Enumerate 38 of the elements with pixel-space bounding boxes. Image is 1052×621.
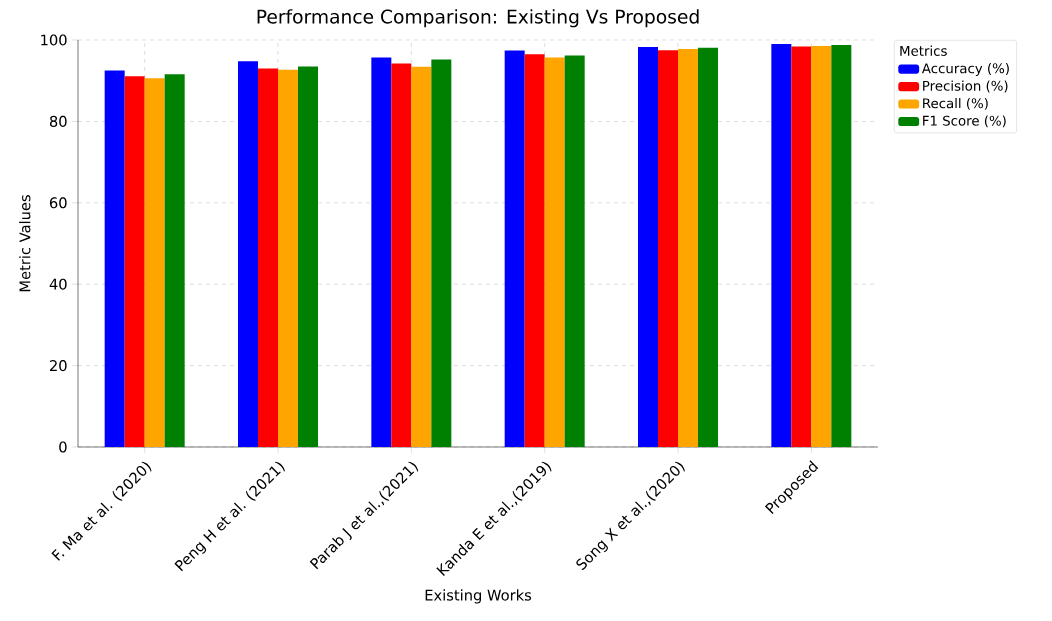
bar: [164, 74, 185, 447]
bar: [144, 78, 165, 447]
bar: [411, 66, 432, 447]
bar: [391, 63, 412, 447]
y-tick-label: 100: [41, 34, 67, 46]
bar: [564, 55, 585, 447]
bar: [831, 44, 852, 447]
bar: [678, 48, 699, 447]
y-tick-label: 40: [49, 278, 67, 290]
y-tick-label: 0: [59, 441, 67, 453]
bar: [811, 46, 832, 447]
legend-title: Metrics: [900, 45, 947, 56]
bar: [431, 59, 452, 447]
bar: [258, 68, 278, 447]
bar: [524, 54, 545, 447]
bar: [238, 61, 259, 447]
legend-label: Accuracy (%): [921, 63, 1009, 76]
bar: [298, 66, 319, 447]
bar: [771, 44, 792, 447]
chart-title: Performance Comparison: Existing Vs Proposed: [257, 9, 699, 28]
bar: [278, 69, 299, 447]
legend-label: F1 Score (%): [923, 115, 1006, 128]
bar: [504, 50, 525, 447]
y-tick-label: 20: [50, 360, 67, 372]
x-axis-title: Existing Works: [425, 589, 532, 604]
bar: [638, 46, 659, 447]
y-tick-label: 60: [49, 197, 67, 209]
bar: [104, 70, 125, 447]
bar: [371, 57, 392, 447]
legend-label: Precision (%): [923, 80, 1008, 93]
legend-label: Recall (%): [923, 97, 988, 110]
bar: [791, 46, 812, 447]
bar: [124, 76, 145, 447]
bar: [698, 47, 719, 447]
y-axis-title: Metric Values: [19, 195, 31, 292]
bar: [544, 57, 565, 447]
bar: [658, 50, 679, 447]
y-tick-label: 80: [49, 115, 67, 127]
